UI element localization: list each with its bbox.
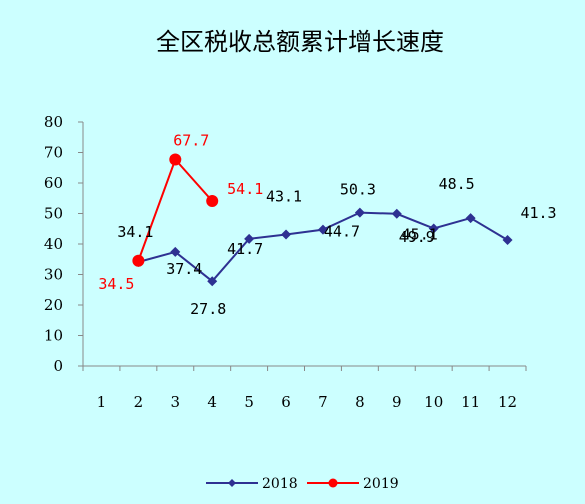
legend: 2018 2019 [206,476,399,492]
data-label-2018: 50.3 [340,181,376,199]
data-point-2018 [428,223,439,234]
x-tick-label: 8 [355,393,365,411]
data-point-2018 [281,229,292,240]
x-tick-label: 12 [498,393,517,411]
data-label-2018: 45.1 [402,225,438,243]
x-tick-label: 4 [207,393,217,411]
x-tick-label: 1 [97,393,107,411]
data-label-2019: 34.5 [98,275,134,293]
y-tick-label: 20 [44,296,63,314]
data-point-2018 [317,224,328,235]
data-label-2018: 34.1 [117,223,153,241]
data-point-2018 [207,276,218,287]
data-label-2018: 41.3 [520,204,556,222]
x-tick-label: 11 [461,393,480,411]
y-tick-label: 70 [44,144,63,162]
data-point-2019 [132,254,145,267]
legend-marker-2019 [328,478,338,488]
x-tick-label: 9 [392,393,402,411]
y-tick-label: 10 [44,327,63,345]
legend-label-2019: 2019 [363,476,399,492]
data-label-2018: 37.4 [166,260,202,278]
x-tick-label: 10 [424,393,443,411]
data-label-2018: 41.7 [227,240,263,258]
y-tick-label: 0 [53,357,63,375]
data-label-2018: 48.5 [439,175,475,193]
data-label-2018: 49.9 [399,228,435,246]
y-tick-label: 50 [44,205,63,223]
data-point-2018 [354,207,365,218]
data-point-2018 [391,208,402,219]
legend-marker-2018 [228,479,236,487]
data-label-2018: 43.1 [266,188,302,206]
y-tick-label: 30 [44,266,63,284]
data-label-2018: 44.7 [324,223,360,241]
data-label-2019: 54.1 [227,180,263,198]
data-point-2019 [169,153,182,166]
x-tick-label: 5 [244,393,254,411]
x-tick-label: 3 [171,393,181,411]
y-tick-label: 40 [44,235,63,253]
data-point-2018 [170,246,181,257]
data-point-2019 [206,194,219,207]
x-tick-label: 6 [281,393,291,411]
y-tick-label: 60 [44,174,63,192]
data-point-2018 [502,235,513,246]
chart-title: 全区税收总额累计增长速度 [156,28,444,56]
data-point-2018 [244,233,255,244]
data-point-2018 [465,213,476,224]
x-tick-label: 7 [318,393,328,411]
y-tick-label: 80 [44,113,63,131]
data-label-2019: 67.7 [173,132,209,150]
x-tick-label: 2 [134,393,144,411]
series-line-2019 [137,157,213,262]
legend-label-2018: 2018 [262,476,298,492]
data-label-2018: 27.8 [190,300,226,318]
